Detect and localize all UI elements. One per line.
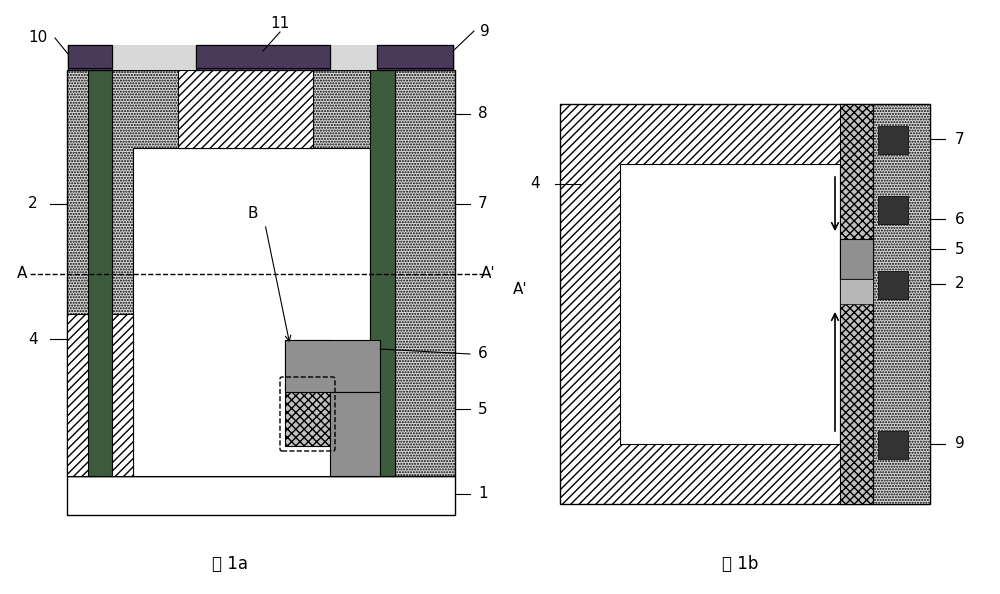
Bar <box>377 45 453 70</box>
Text: 5: 5 <box>955 242 965 257</box>
Bar <box>67 476 455 515</box>
Bar <box>840 279 873 304</box>
Bar <box>178 70 313 148</box>
Bar <box>67 45 455 70</box>
Text: 图 1b: 图 1b <box>722 555 758 573</box>
Bar <box>377 45 453 68</box>
Text: 4: 4 <box>530 176 540 191</box>
Bar <box>67 70 455 476</box>
Text: 9: 9 <box>955 437 965 451</box>
Bar <box>878 196 908 224</box>
Text: 10: 10 <box>28 30 48 46</box>
Text: 7: 7 <box>955 131 965 147</box>
Bar <box>620 164 840 444</box>
Text: B: B <box>248 207 258 222</box>
Bar <box>67 314 133 476</box>
Bar <box>330 392 380 476</box>
Bar <box>196 45 330 70</box>
Bar <box>840 239 873 279</box>
Text: 2: 2 <box>28 197 38 211</box>
Bar <box>285 340 330 446</box>
Text: 4: 4 <box>28 331 38 346</box>
Bar <box>133 148 370 476</box>
Text: A: A <box>17 267 27 282</box>
Text: 6: 6 <box>955 211 965 226</box>
Bar <box>196 45 330 68</box>
Text: 1: 1 <box>478 486 488 501</box>
Bar <box>68 45 112 70</box>
Bar <box>873 104 930 504</box>
Bar <box>285 340 380 392</box>
Bar <box>370 70 395 476</box>
Text: 2: 2 <box>955 276 965 292</box>
Bar <box>68 45 112 68</box>
Bar <box>840 104 873 504</box>
Text: 9: 9 <box>480 24 490 39</box>
Bar <box>878 271 908 299</box>
Text: 5: 5 <box>478 402 488 416</box>
Text: 6: 6 <box>478 346 488 362</box>
Bar <box>377 45 453 70</box>
Text: A': A' <box>513 282 527 296</box>
Bar <box>878 126 908 154</box>
Text: 图 1a: 图 1a <box>212 555 248 573</box>
Bar <box>196 45 330 70</box>
Bar <box>68 45 112 70</box>
Text: 7: 7 <box>478 197 488 211</box>
Text: 8: 8 <box>478 106 488 122</box>
Bar <box>88 70 112 476</box>
Bar <box>560 104 930 504</box>
Bar <box>878 431 908 459</box>
Text: A': A' <box>481 267 495 282</box>
Text: 11: 11 <box>270 17 290 31</box>
